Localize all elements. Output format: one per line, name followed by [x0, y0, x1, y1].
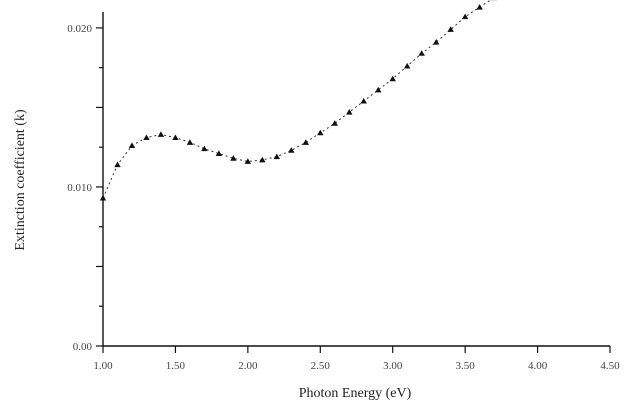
data-point-triangle — [331, 120, 338, 126]
data-point-triangle — [99, 194, 107, 201]
data-point-triangle — [317, 129, 324, 136]
x-tick-label: 3.00 — [383, 360, 403, 372]
y-tick-label: 0.020 — [67, 23, 92, 35]
y-tick-label: 0.010 — [67, 182, 92, 194]
y-axis-label: Extinction coefficient (k) — [13, 109, 28, 251]
y-tick-label: 0.00 — [73, 341, 93, 353]
data-point-triangle — [461, 13, 469, 20]
x-tick-label: 1.00 — [93, 360, 113, 372]
series-line — [102, 0, 492, 199]
data-point-triangle — [186, 139, 194, 145]
data-point-triangle — [389, 75, 396, 82]
data-point-triangle — [476, 4, 483, 10]
data-point-triangle — [128, 142, 136, 148]
data-point-triangle — [360, 97, 367, 104]
data-point-triangle — [447, 26, 454, 32]
data-point-triangle — [418, 50, 425, 56]
x-tick-label: 2.50 — [311, 360, 331, 372]
data-point-triangle — [244, 158, 252, 164]
data-point-triangle — [404, 62, 411, 69]
x-axis-label: Photon Energy (eV) — [299, 386, 412, 401]
data-point-triangle — [346, 109, 353, 115]
data-point-triangle — [230, 155, 237, 161]
data-point-triangle — [114, 161, 121, 168]
x-tick-label: 3.50 — [456, 360, 476, 372]
x-tick-label: 2.00 — [238, 360, 258, 372]
data-point-triangle — [172, 134, 179, 141]
y-axis-ticks: 0.00 0.010 0.020 — [67, 23, 103, 353]
data-point-triangle — [302, 139, 309, 145]
data-point-triangle — [375, 86, 382, 93]
x-tick-label: 4.50 — [600, 360, 620, 372]
data-point-triangle — [273, 153, 281, 160]
data-point-triangle — [432, 39, 440, 45]
data-point-triangle — [201, 145, 208, 152]
data-point-triangle — [215, 150, 223, 156]
data-point-triangle — [288, 147, 295, 153]
data-point-triangle — [259, 156, 266, 163]
x-axis-ticks: 1.00 1.50 2.00 2.50 3.00 3.50 4.00 4.50 — [93, 346, 620, 372]
x-tick-label: 1.50 — [166, 360, 186, 372]
data-point-triangle — [157, 131, 165, 137]
data-series — [99, 0, 498, 201]
x-tick-label: 4.00 — [528, 360, 548, 372]
axes — [102, 12, 610, 347]
data-point-triangle — [143, 134, 150, 141]
